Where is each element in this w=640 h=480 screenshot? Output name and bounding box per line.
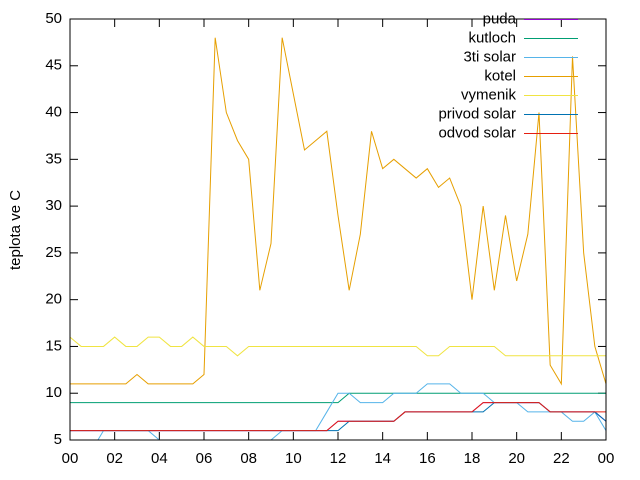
x-tick-label: 16 — [419, 450, 436, 467]
y-tick-label: 25 — [45, 244, 62, 261]
y-tick-label: 5 — [54, 431, 62, 448]
legend-label: privod solar — [438, 105, 516, 122]
legend-label: 3ti solar — [463, 48, 516, 65]
y-axis-label: teplota ve C — [7, 190, 24, 270]
y-tick-label: 20 — [45, 291, 62, 308]
y-tick-label: 45 — [45, 57, 62, 74]
x-tick-label: 04 — [151, 450, 168, 467]
line-series — [70, 392, 606, 404]
legend-label: kotel — [484, 67, 516, 84]
y-tick-label: 35 — [45, 150, 62, 167]
x-tick-label: 10 — [285, 450, 302, 467]
x-tick-label: 06 — [196, 450, 213, 467]
x-tick-label: 20 — [508, 450, 525, 467]
plot-border — [69, 18, 607, 441]
x-tick-label: 18 — [464, 450, 481, 467]
y-tick-label: 15 — [45, 337, 62, 354]
legend-label: puda — [483, 10, 517, 27]
line-series — [70, 402, 606, 432]
plot-area — [70, 37, 606, 440]
y-tick-label: 50 — [45, 10, 62, 27]
y-tick-label: 10 — [45, 384, 62, 401]
line-series — [70, 402, 606, 432]
x-tick-label: 00 — [62, 450, 79, 467]
legend-label: vymenik — [461, 86, 517, 103]
y-tick-label: 30 — [45, 197, 62, 214]
line-series — [70, 402, 606, 432]
x-tick-label: 22 — [553, 450, 570, 467]
legend-label: kutloch — [468, 29, 516, 46]
x-tick-label: 14 — [374, 450, 391, 467]
y-tick-label: 40 — [45, 104, 62, 121]
x-tick-label: 08 — [240, 450, 257, 467]
legend-label: odvod solar — [438, 124, 516, 141]
line-series — [70, 336, 606, 357]
line-series — [70, 37, 606, 386]
x-tick-label: 02 — [106, 450, 123, 467]
x-tick-label: 00 — [598, 450, 615, 467]
x-tick-label: 12 — [330, 450, 347, 467]
